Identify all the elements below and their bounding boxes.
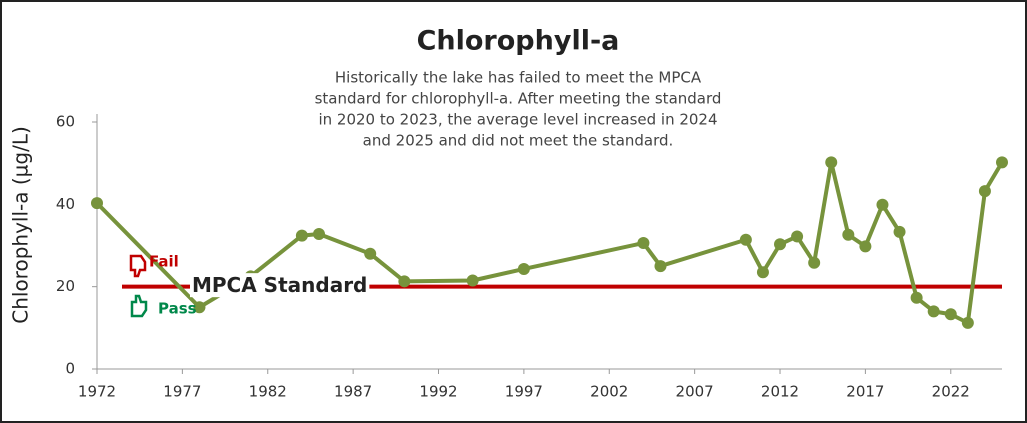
thumbs-up-icon — [130, 294, 148, 318]
fail-label: Fail — [149, 253, 179, 271]
y-tick-label: 40 — [56, 195, 75, 213]
reference-label-bg — [190, 273, 370, 298]
data-point — [842, 228, 855, 241]
annotation-line: and 2025 and did not meet the standard. — [363, 132, 674, 150]
data-point — [774, 238, 787, 251]
x-tick-label: 2022 — [932, 383, 970, 401]
data-point — [876, 198, 889, 211]
data-point — [808, 256, 821, 269]
y-tick-label: 60 — [56, 113, 75, 131]
x-tick-label: 2017 — [846, 383, 884, 401]
data-point — [961, 316, 974, 329]
thumbs-down-icon — [129, 254, 147, 278]
y-axis-label: Chlorophyll-a (µg/L) — [9, 126, 33, 324]
data-point — [944, 308, 957, 321]
data-point — [893, 225, 906, 238]
x-tick-label: 1992 — [419, 383, 457, 401]
x-tick-label: 1997 — [505, 383, 543, 401]
data-point — [466, 274, 479, 287]
data-point — [859, 240, 872, 253]
annotation-line: standard for chlorophyll-a. After meetin… — [315, 90, 722, 108]
data-point — [791, 230, 804, 243]
data-point — [364, 247, 377, 260]
data-point — [739, 233, 752, 246]
x-tick-label: 2007 — [676, 383, 714, 401]
reference-label: MPCA Standard — [192, 273, 367, 297]
data-point — [654, 260, 667, 273]
y-tick-label: 0 — [65, 360, 75, 378]
annotation: Historically the lake has failed to meet… — [315, 69, 722, 150]
data-point — [910, 291, 923, 304]
data-point — [825, 156, 838, 169]
data-point — [927, 305, 940, 318]
x-tick-label: 2012 — [761, 383, 799, 401]
data-point — [398, 275, 411, 288]
x-tick-label: 2002 — [590, 383, 628, 401]
x-tick-label: 1982 — [249, 383, 287, 401]
x-tick-label: 1972 — [78, 383, 116, 401]
x-tick-label: 1987 — [334, 383, 372, 401]
chart-title: Chlorophyll-a — [417, 26, 620, 57]
data-point — [756, 266, 769, 279]
data-point — [996, 156, 1008, 169]
data-point — [295, 229, 308, 242]
data-point — [91, 197, 103, 210]
y-tick-label: 20 — [56, 277, 75, 295]
annotation-line: Historically the lake has failed to meet… — [335, 69, 702, 87]
annotation-line: in 2020 to 2023, the average level incre… — [318, 111, 717, 129]
x-tick-label: 1977 — [163, 383, 201, 401]
pass-label: Pass — [158, 300, 197, 318]
data-point — [312, 227, 325, 240]
data-point — [193, 301, 206, 314]
data-point — [517, 262, 530, 275]
data-point — [978, 185, 991, 198]
data-point — [637, 237, 650, 250]
